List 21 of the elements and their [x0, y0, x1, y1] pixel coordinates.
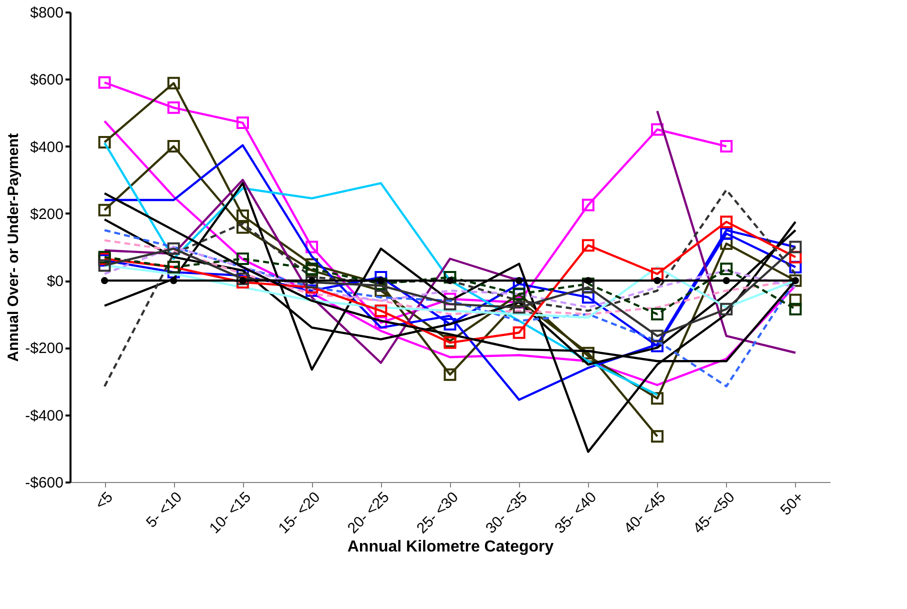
x-tick-label: 15- <20	[275, 488, 324, 538]
y-axis-title: Annual Over- or Under-Payment	[5, 133, 22, 362]
y-tick-label: $400	[30, 138, 64, 156]
x-tick-label: 20- <25	[344, 488, 393, 538]
x-tick-label: 30- <35	[482, 488, 531, 538]
y-tick-label: $0	[46, 273, 64, 290]
y-tick-label: -$200	[25, 340, 64, 358]
x-tick-label: 40- <45	[620, 488, 670, 538]
x-axis-title: Annual Kilometre Category	[347, 538, 554, 556]
y-tick-label: -$600	[25, 474, 64, 492]
x-tick-label: 50+	[777, 488, 808, 519]
x-tick-label: 5- <10	[143, 488, 186, 532]
y-tick-label: $600	[30, 72, 64, 89]
x-tick-label: 45- <50	[690, 488, 738, 538]
x-tick-label: 25- <30	[414, 488, 462, 538]
x-tick-label: 35- <40	[552, 488, 600, 538]
y-tick-label: -$400	[25, 407, 64, 424]
y-tick-label: $800	[30, 4, 64, 22]
y-tick-label: $200	[30, 206, 64, 223]
x-tick-label: 10- <15	[206, 488, 255, 538]
x-tick-label: <5	[92, 488, 116, 513]
